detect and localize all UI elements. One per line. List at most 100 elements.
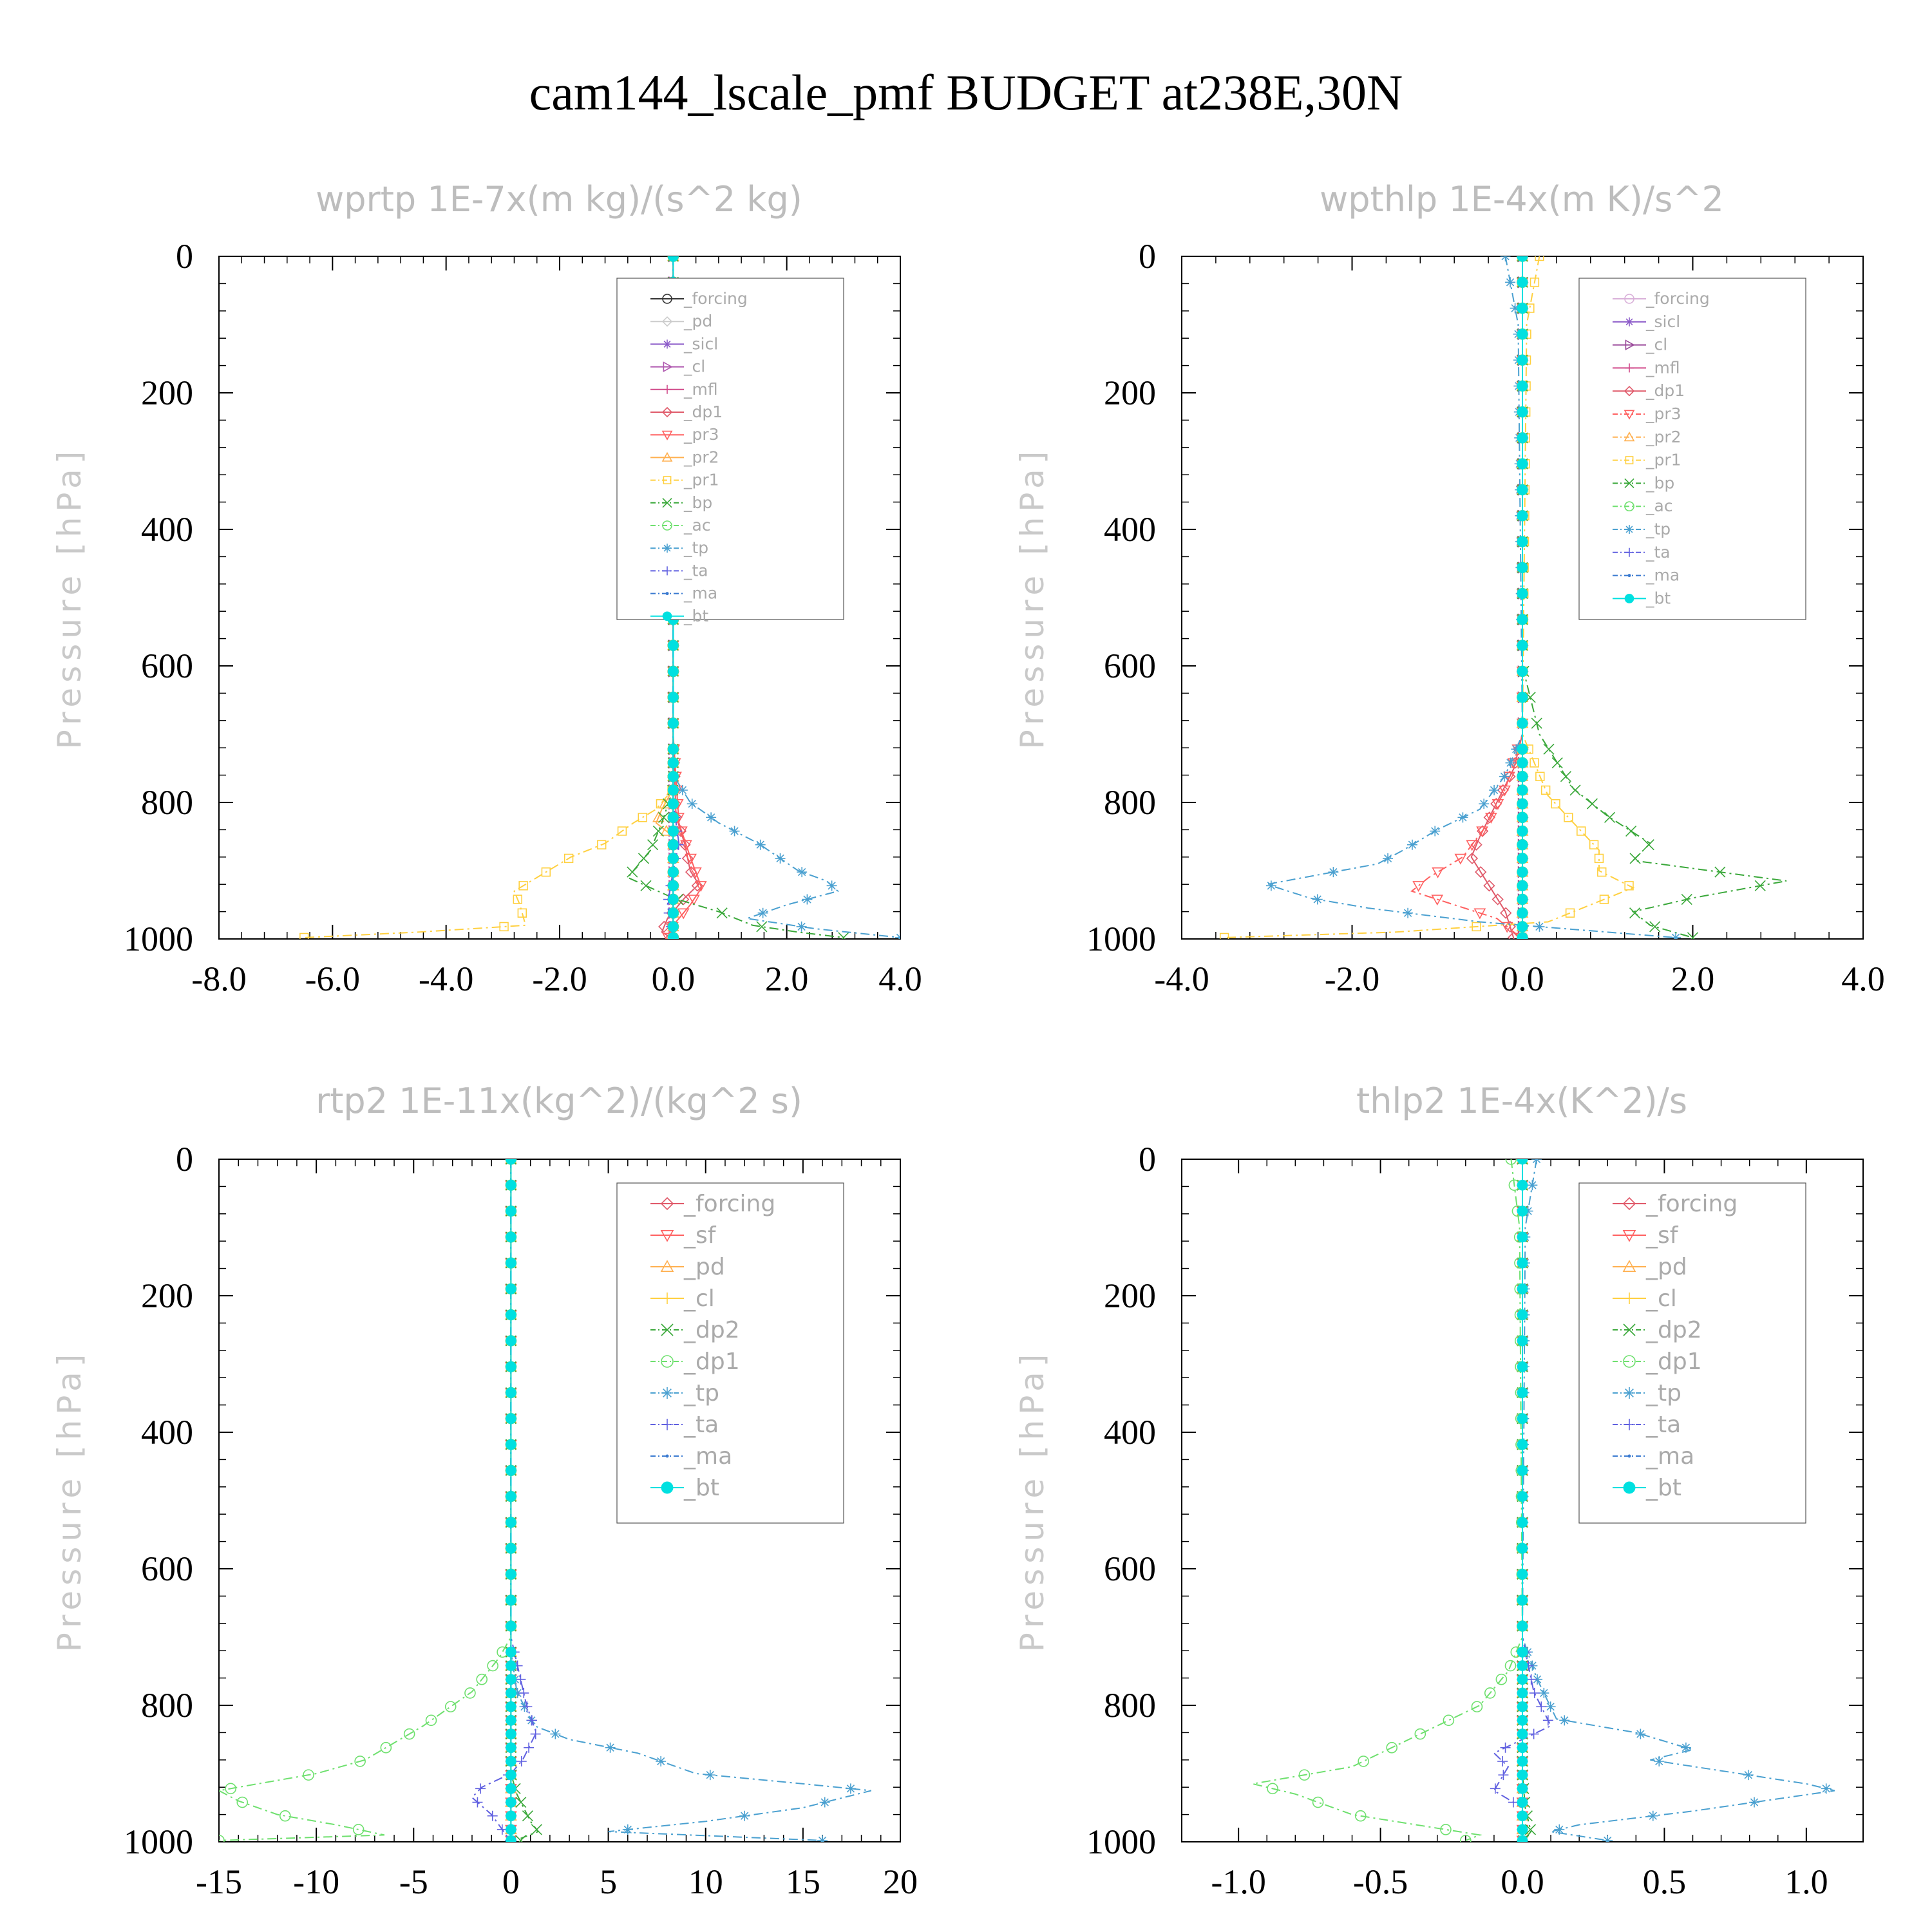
series-marker-bt: [667, 866, 679, 878]
series-marker-tp: [826, 880, 837, 891]
y-tick-label: 200: [141, 1276, 193, 1315]
series-marker-bt: [1517, 1231, 1528, 1243]
series-marker-tp: [1527, 1180, 1538, 1191]
series-marker-tp: [1479, 799, 1490, 810]
series-marker-bt: [1517, 1387, 1528, 1398]
series-marker-dp2: [1524, 1824, 1537, 1835]
series-marker-bt: [506, 1824, 516, 1835]
series-marker-bt: [506, 1491, 516, 1502]
series-marker-bt: [1517, 692, 1528, 703]
series-marker-bt: [1517, 1674, 1528, 1685]
series-line-pr1: [1224, 256, 1635, 938]
series-marker-pr3: [1492, 799, 1504, 810]
legend-label: _bt: [1645, 1475, 1681, 1501]
legend-label: _dp2: [1645, 1317, 1702, 1343]
y-tick-label: 0: [1139, 1140, 1156, 1179]
series-marker-dp1: [444, 1701, 457, 1712]
series-marker-bp: [1649, 921, 1661, 933]
series-marker-bp: [627, 866, 638, 878]
series-marker-ta: [487, 1810, 498, 1821]
series-marker-bp: [1551, 757, 1563, 769]
series-marker-dp1: [1354, 1810, 1367, 1822]
legend-item: _ac: [1613, 497, 1673, 515]
legend-label: _ta: [1645, 1412, 1681, 1438]
series-marker-ta: [522, 1701, 533, 1712]
series-marker-ta: [518, 1687, 529, 1698]
y-tick-label: 0: [176, 1140, 193, 1179]
series-marker-tp: [802, 894, 813, 905]
series-marker-bt: [1517, 1159, 1528, 1165]
series-marker-dp1: [679, 838, 691, 851]
series-marker-tp: [1430, 826, 1441, 837]
series-marker-pr1: [1530, 758, 1539, 768]
series-marker-bt: [506, 1387, 516, 1398]
legend-item: _sicl: [1613, 312, 1680, 331]
series-marker-tp: [1545, 1701, 1556, 1712]
series-marker-bt: [667, 639, 679, 651]
series-marker-bt: [667, 666, 679, 677]
series-marker-tp: [1554, 1824, 1565, 1835]
series-marker-dp1: [279, 1810, 291, 1822]
series-marker-dp1: [1443, 1714, 1455, 1727]
legend-item: _forcing: [1613, 1191, 1738, 1217]
series-marker-bt: [1517, 894, 1528, 905]
series-marker-dp1: [403, 1728, 415, 1740]
series-marker-bt: [1517, 1335, 1528, 1347]
series-marker-bp: [1643, 839, 1654, 851]
legend: _forcing _sicl _cl _mfl _dp1 _pr3 _pr2 _pr1 _bp _…: [1578, 278, 1806, 620]
x-tick-label: -5: [399, 1862, 428, 1901]
series-marker-dp1: [1504, 920, 1516, 933]
y-tick-label: 200: [1104, 374, 1156, 412]
series-marker-bt: [506, 1701, 516, 1712]
legend-item: _dp1: [1613, 1349, 1702, 1375]
x-tick-label: 4.0: [878, 960, 922, 998]
series-marker-bp: [652, 825, 664, 837]
series-marker-pr1: [1597, 867, 1607, 877]
legend-item: _tp: [1613, 520, 1671, 538]
series-marker-tp: [817, 1835, 828, 1842]
legend-item: _sicl: [650, 334, 718, 353]
x-tick-label: 2.0: [1671, 960, 1715, 998]
legend-label: _bp: [683, 493, 712, 512]
series-marker-dp1: [1414, 1728, 1426, 1740]
series-marker-bt: [1517, 1756, 1528, 1767]
series-marker-tp: [1602, 1835, 1613, 1842]
series-marker-pr1: [1624, 881, 1634, 891]
series-marker-bt: [506, 1283, 516, 1294]
series-marker-bt: [667, 692, 679, 703]
series-marker-bp: [1629, 907, 1641, 919]
series-marker-tp: [729, 826, 740, 837]
series-marker-ta: [1528, 1728, 1539, 1739]
series-marker-bt: [667, 757, 679, 768]
series-marker-dp1: [1504, 1660, 1517, 1672]
series-marker-bt: [506, 1257, 516, 1269]
legend-item: _forcing: [650, 289, 748, 308]
x-tick-label: -4.0: [1154, 960, 1209, 998]
legend-label: _bp: [1645, 473, 1674, 492]
legend: _forcing _sf _pd _cl _dp2 _dp1 _tp _ta _ma _bt: [616, 1182, 844, 1524]
x-tick-label: 4.0: [1841, 960, 1885, 998]
legend-label: _tp: [683, 1380, 719, 1406]
legend-label: _cl: [1645, 1285, 1677, 1312]
legend: _forcing _pd _sicl _cl _mfl _dp1 _pr3 _pr2 _pr1 _…: [616, 278, 844, 625]
y-tick-label: 400: [1104, 1413, 1156, 1452]
series-marker-tp: [656, 1756, 667, 1766]
legend-item: _ac: [650, 516, 711, 535]
series-marker-bt: [1517, 1413, 1528, 1425]
legend-item: _bt: [1613, 589, 1671, 607]
series-marker-dp2: [522, 1810, 533, 1822]
series-marker-bt: [1517, 1595, 1528, 1606]
series-marker-ta: [1497, 1756, 1508, 1766]
series-marker-ta: [1529, 1687, 1540, 1698]
series-marker-dp1: [1490, 797, 1502, 810]
series-marker-pr1: [513, 895, 522, 904]
series-marker-pr3: [1432, 867, 1444, 878]
series-marker-bp: [756, 921, 768, 933]
series-marker-tp: [819, 1797, 830, 1808]
y-tick-label: 1000: [1086, 1823, 1156, 1861]
series-marker-dp1: [1298, 1769, 1311, 1781]
series-marker-pr3: [1412, 881, 1425, 892]
series-marker-pr1: [1599, 895, 1609, 904]
series-marker-ta: [524, 1742, 535, 1753]
